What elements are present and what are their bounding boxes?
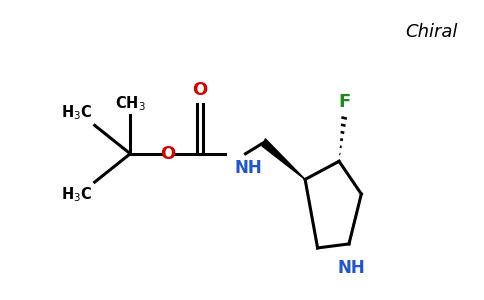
Text: NH: NH: [338, 259, 365, 277]
Text: H$_3$C: H$_3$C: [61, 185, 92, 204]
Text: O: O: [192, 81, 208, 99]
Polygon shape: [262, 139, 305, 179]
Text: F: F: [338, 92, 350, 110]
Text: Chiral: Chiral: [406, 23, 458, 41]
Text: H$_3$C: H$_3$C: [61, 104, 92, 122]
Text: NH: NH: [234, 159, 262, 177]
Text: O: O: [160, 145, 175, 163]
Text: CH$_3$: CH$_3$: [115, 95, 146, 113]
